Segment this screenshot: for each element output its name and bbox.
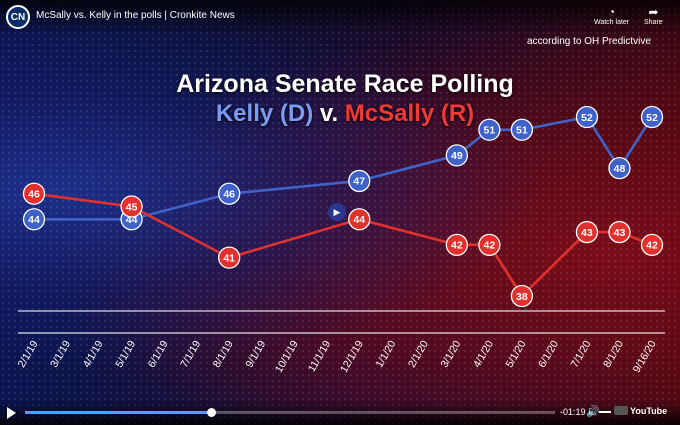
data-label-mcsally: 45 <box>126 201 138 213</box>
watch-later-label: Watch later <box>594 19 630 26</box>
point-kelly <box>348 169 371 193</box>
data-label-mcsally: 42 <box>451 240 463 252</box>
x-tick-label: 8/1/20 <box>601 338 626 369</box>
point-mcsally <box>120 195 143 218</box>
time-remaining: -01:19 <box>560 407 586 417</box>
x-tick-label: 3/1/19 <box>48 338 73 369</box>
point-kelly <box>478 118 501 141</box>
point-kelly <box>575 105 599 129</box>
subtitle-mcsally: McSally (R) <box>344 100 475 127</box>
x-tick-label: 8/1/19 <box>211 338 236 369</box>
data-label-kelly: 48 <box>614 163 626 175</box>
x-tick-label: 9/16/20 <box>631 338 659 374</box>
x-tick-label: 12/1/19 <box>338 338 366 374</box>
point-mcsally <box>348 208 371 231</box>
point-kelly <box>218 182 241 205</box>
player-controls: -01:19 🔊 YouTube <box>0 400 680 425</box>
data-label-mcsally: 42 <box>646 240 658 252</box>
data-label-kelly: 52 <box>646 112 658 124</box>
point-kelly <box>22 208 46 231</box>
top-bar: CN McSally vs. Kelly in the polls | Cron… <box>0 0 680 36</box>
point-mcsally <box>575 220 599 244</box>
share-label: Share <box>644 19 663 26</box>
data-label-kelly: 47 <box>353 176 365 188</box>
subtitle-vs: v. <box>313 100 345 127</box>
point-mcsally <box>640 233 664 257</box>
data-label-mcsally: 43 <box>581 227 593 239</box>
data-label-mcsally: 42 <box>484 240 496 252</box>
clock-icon: ◔ <box>607 5 616 19</box>
x-tick-label: 5/1/19 <box>113 338 138 369</box>
data-label-mcsally: 43 <box>614 227 626 239</box>
data-label-kelly: 49 <box>451 150 463 162</box>
series-line-mcsally <box>33 192 653 298</box>
point-mcsally <box>510 284 534 308</box>
youtube-logo-text: YouTube <box>630 406 668 416</box>
channel-logo[interactable]: CN <box>6 5 30 29</box>
point-mcsally <box>608 220 631 244</box>
center-play-icon[interactable]: ▶ <box>328 203 346 221</box>
data-label-mcsally: 41 <box>223 252 235 264</box>
play-button[interactable] <box>7 407 16 419</box>
point-mcsally <box>478 233 501 257</box>
x-tick-label: 9/1/19 <box>243 338 268 369</box>
x-tick-label: 2/1/19 <box>16 338 41 369</box>
data-label-kelly: 52 <box>581 112 593 124</box>
data-label-kelly: 44 <box>28 214 40 226</box>
subtitle-kelly: Kelly (D) <box>215 100 314 127</box>
x-tick-label: 7/1/20 <box>569 338 594 369</box>
x-tick-label: 5/1/20 <box>503 338 528 369</box>
progress-bar[interactable] <box>25 408 555 417</box>
data-label-kelly: 46 <box>223 189 235 201</box>
share-icon: ➦ <box>648 5 659 19</box>
progress-fill <box>25 411 211 414</box>
data-label-mcsally: 44 <box>353 214 365 226</box>
share-button[interactable]: ➦ Share <box>644 5 663 27</box>
x-tick-label: 6/1/20 <box>536 338 561 369</box>
source-note: according to OH Predictvive <box>527 36 651 47</box>
youtube-logo[interactable]: YouTube <box>614 406 667 416</box>
x-tick-label: 4/1/20 <box>471 338 496 369</box>
volume-icon[interactable]: 🔊 <box>586 406 600 418</box>
point-kelly <box>445 144 468 167</box>
point-mcsally <box>22 182 46 205</box>
chart-subtitle: Kelly (D) v. McSally (R) <box>0 100 680 128</box>
data-label-kelly: 44 <box>126 214 138 226</box>
x-tick-label: 1/1/20 <box>373 338 398 369</box>
point-mcsally <box>218 246 241 269</box>
x-tick-label: 10/1/19 <box>273 338 301 374</box>
data-label-mcsally: 46 <box>28 189 40 201</box>
point-kelly <box>640 105 664 129</box>
video-title[interactable]: McSally vs. Kelly in the polls | Cronkit… <box>36 10 235 21</box>
data-label-mcsally: 38 <box>516 291 528 303</box>
x-tick-label: 3/1/20 <box>438 338 463 369</box>
chart-title: Arizona Senate Race Polling <box>176 70 514 98</box>
data-label-kelly: 51 <box>484 125 496 137</box>
x-tick-label: 2/1/20 <box>406 338 431 369</box>
series-line-kelly <box>34 115 654 221</box>
watch-later-button[interactable]: ◔ Watch later <box>594 5 630 27</box>
data-label-kelly: 51 <box>516 125 528 137</box>
progress-scrubber[interactable] <box>206 408 216 417</box>
volume-slider[interactable] <box>599 411 611 413</box>
x-tick-label: 4/1/19 <box>81 338 106 369</box>
x-tick-label: 6/1/19 <box>146 338 171 369</box>
x-tick-label: 7/1/19 <box>178 338 203 369</box>
point-kelly <box>608 156 631 180</box>
x-tick-label: 11/1/19 <box>306 338 334 374</box>
point-mcsally <box>445 233 468 257</box>
point-kelly <box>510 118 534 141</box>
